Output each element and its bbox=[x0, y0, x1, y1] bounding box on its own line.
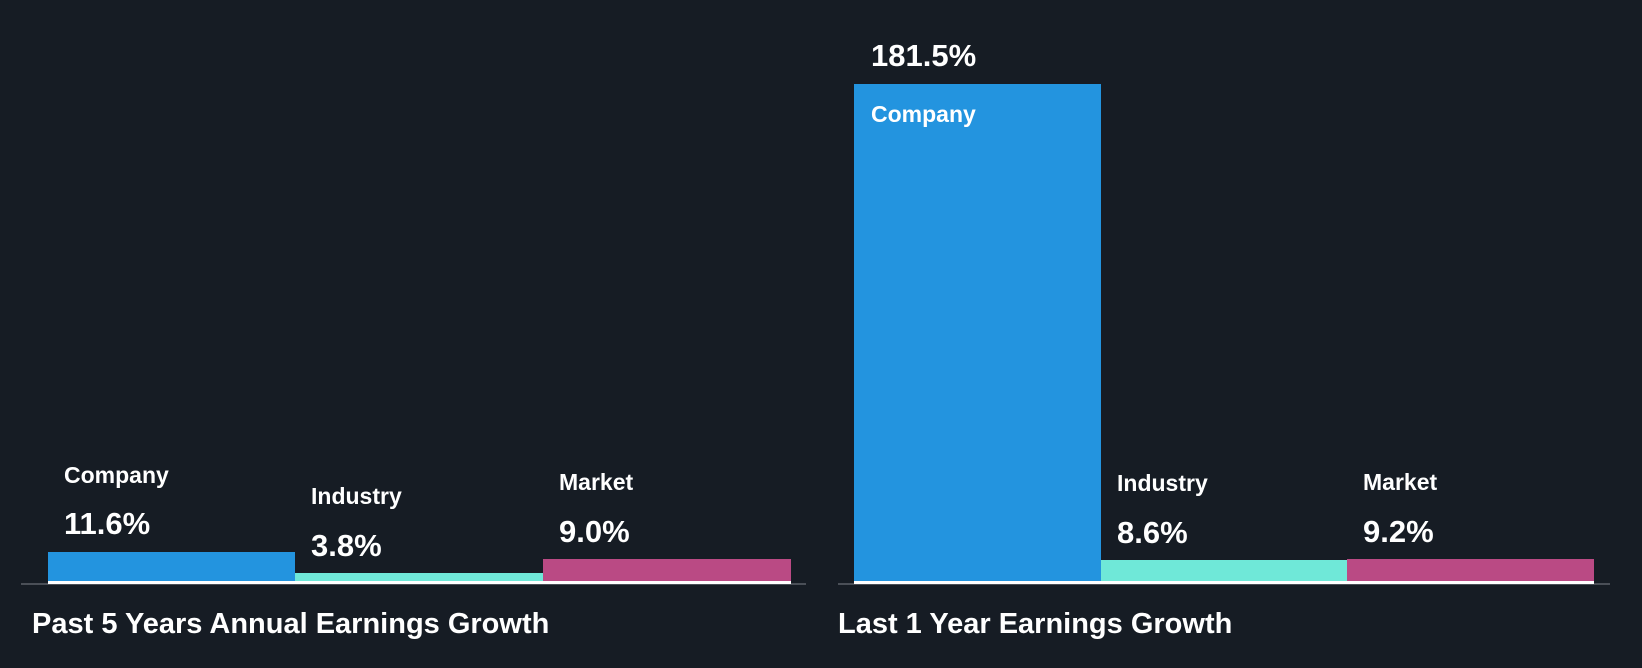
value-industry: 8.6% bbox=[1117, 515, 1188, 550]
bar-market bbox=[1347, 559, 1594, 584]
value-market: 9.0% bbox=[559, 514, 630, 549]
bar-company bbox=[854, 84, 1101, 584]
bar-industry bbox=[1101, 560, 1347, 584]
bar-market bbox=[543, 559, 791, 584]
baseline bbox=[838, 583, 1610, 585]
chart-title: Last 1 Year Earnings Growth bbox=[838, 608, 1233, 640]
value-industry: 3.8% bbox=[311, 528, 382, 563]
bar-company bbox=[48, 552, 295, 584]
label-market: Market bbox=[559, 469, 634, 495]
label-industry: Industry bbox=[311, 483, 402, 509]
chart-title: Past 5 Years Annual Earnings Growth bbox=[32, 608, 550, 640]
label-company: Company bbox=[871, 101, 976, 127]
bar-industry bbox=[295, 573, 543, 584]
value-market: 9.2% bbox=[1363, 514, 1434, 549]
value-company: 11.6% bbox=[64, 506, 151, 541]
baseline bbox=[21, 583, 806, 585]
label-industry: Industry bbox=[1117, 470, 1208, 496]
label-market: Market bbox=[1363, 469, 1438, 495]
label-company: Company bbox=[64, 462, 169, 488]
value-company: 181.5% bbox=[871, 38, 977, 73]
